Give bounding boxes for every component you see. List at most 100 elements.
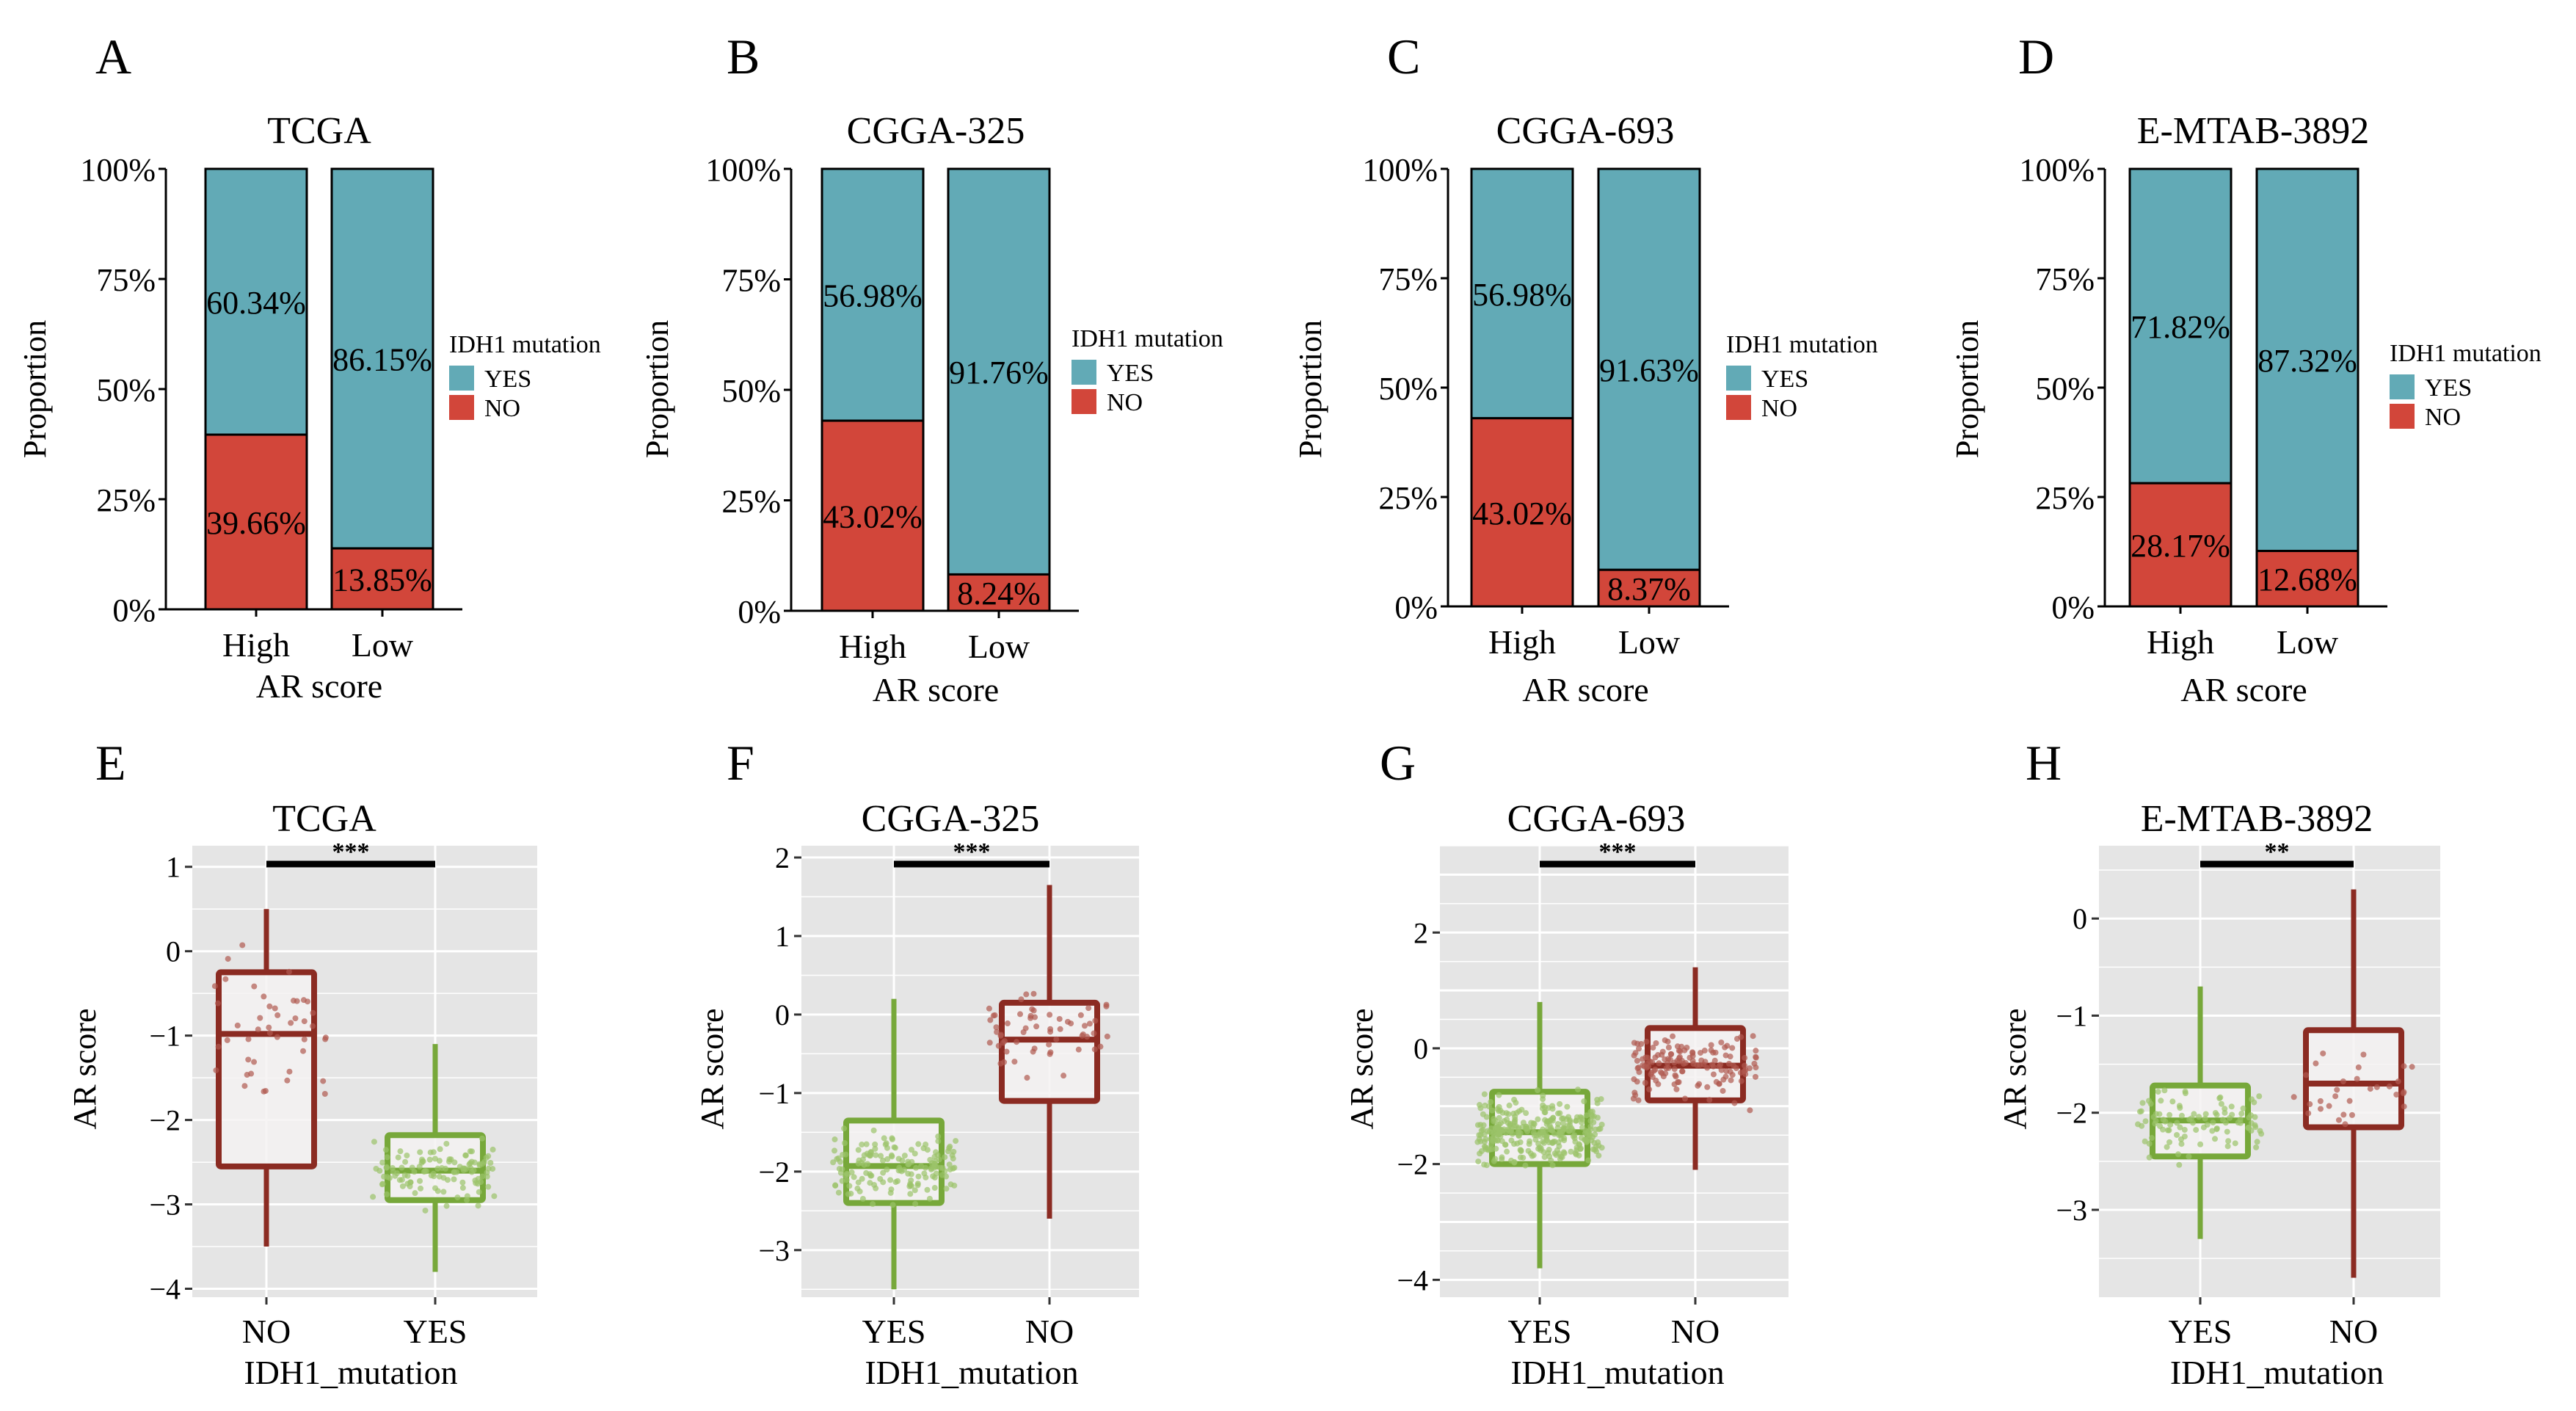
data-label: 87.32% (2257, 343, 2357, 379)
legend-title: IDH1 mutation (2390, 340, 2542, 367)
y-axis-label: Proportion (17, 320, 53, 458)
data-point (2258, 1131, 2265, 1137)
panel-letter: A (95, 29, 131, 84)
x-axis-label: AR score (2180, 671, 2307, 708)
data-point (2182, 1090, 2188, 1097)
box-no (2303, 1027, 2404, 1131)
bar-yes-low (2255, 167, 2359, 552)
data-point (913, 1164, 920, 1171)
data-point (901, 1153, 908, 1159)
data-label: 56.98% (823, 278, 923, 314)
data-point (889, 1153, 895, 1160)
data-point (1668, 1051, 1675, 1058)
data-point (411, 1169, 418, 1175)
data-point (1543, 1133, 1549, 1140)
data-point (471, 1159, 478, 1166)
data-point (1710, 1063, 1717, 1070)
data-point (1708, 1047, 1714, 1053)
data-point (459, 1179, 466, 1186)
data-point (1648, 1071, 1654, 1078)
data-point (878, 1153, 884, 1159)
data-point (310, 1023, 316, 1029)
y-tick-label: 75% (1378, 261, 1438, 297)
data-point (1091, 1030, 1097, 1037)
data-point (1493, 1145, 1499, 1152)
chart-title: E-MTAB-3892 (2141, 798, 2373, 840)
data-point (2340, 1111, 2347, 1118)
data-point (832, 1147, 838, 1154)
data-point (1570, 1133, 1576, 1139)
data-point (1753, 1073, 1759, 1080)
data-point (426, 1156, 433, 1163)
data-point (1568, 1125, 1575, 1131)
data-point (2401, 1063, 2407, 1070)
data-point (2176, 1161, 2183, 1168)
data-point (2326, 1103, 2332, 1109)
data-point (889, 1202, 896, 1208)
data-point (213, 1067, 219, 1073)
data-point (1047, 1012, 1053, 1018)
data-point (921, 1170, 928, 1177)
data-point (1646, 1086, 1653, 1092)
data-point (459, 1185, 466, 1191)
data-point (835, 1155, 842, 1161)
bar-no-low (330, 547, 434, 611)
y-tick-label: 50% (721, 373, 781, 409)
data-point (947, 1167, 953, 1173)
data-point (915, 1173, 922, 1180)
data-point (2225, 1138, 2232, 1145)
data-point (1706, 1097, 1713, 1103)
data-point (993, 1024, 1000, 1031)
x-tick-label: NO (1025, 1313, 1074, 1350)
legend-title: IDH1 mutation (1071, 325, 1223, 352)
data-point (464, 1193, 470, 1200)
data-point (1531, 1121, 1538, 1128)
data-point (950, 1156, 956, 1162)
data-point (908, 1147, 914, 1153)
data-point (1729, 1072, 1736, 1078)
data-point (2224, 1128, 2230, 1135)
x-tick-label: High (839, 628, 906, 665)
data-point (1587, 1132, 1593, 1139)
data-point (1665, 1044, 1672, 1051)
data-point (2139, 1100, 2146, 1106)
x-axis-label: IDH1_mutation (244, 1354, 457, 1391)
data-point (285, 968, 292, 975)
data-point (399, 1164, 405, 1171)
data-point (2313, 1060, 2319, 1067)
data-point (953, 1138, 959, 1145)
data-point (1517, 1147, 1524, 1153)
data-point (872, 1145, 878, 1152)
data-point (997, 1032, 1004, 1039)
data-point (884, 1156, 891, 1162)
data-point (830, 1159, 837, 1166)
data-point (412, 1190, 418, 1197)
data-point (863, 1141, 870, 1147)
chart-title: CGGA-325 (847, 110, 1025, 152)
data-point (2196, 1114, 2202, 1120)
data-point (1560, 1120, 1566, 1126)
data-point (1682, 1095, 1689, 1102)
legend-label: NO (1107, 389, 1143, 416)
x-tick-label: High (2147, 623, 2214, 661)
data-point (1522, 1162, 1529, 1169)
data-point (2305, 1110, 2312, 1117)
data-point (2164, 1144, 2170, 1150)
y-tick-label: 75% (721, 263, 781, 299)
y-tick-label: 50% (1378, 371, 1438, 407)
data-point (417, 1149, 423, 1156)
data-point (1722, 1052, 1729, 1059)
x-tick-label: NO (1671, 1313, 1720, 1350)
data-point (1548, 1117, 1554, 1123)
bar-yes-high (204, 167, 308, 436)
data-point (2177, 1124, 2183, 1131)
data-point (1046, 1041, 1052, 1048)
data-point (2303, 1072, 2310, 1078)
data-label: 13.85% (332, 562, 432, 598)
data-point (889, 1136, 895, 1143)
data-point (222, 976, 229, 982)
data-point (1081, 1023, 1088, 1029)
data-point (1753, 1048, 1759, 1054)
y-tick-label: 100% (80, 152, 156, 188)
data-point (2335, 1117, 2342, 1123)
